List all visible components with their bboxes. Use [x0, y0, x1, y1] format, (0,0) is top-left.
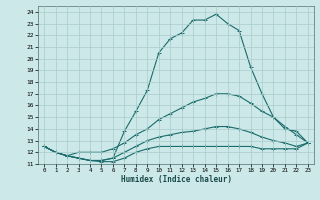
X-axis label: Humidex (Indice chaleur): Humidex (Indice chaleur): [121, 175, 231, 184]
